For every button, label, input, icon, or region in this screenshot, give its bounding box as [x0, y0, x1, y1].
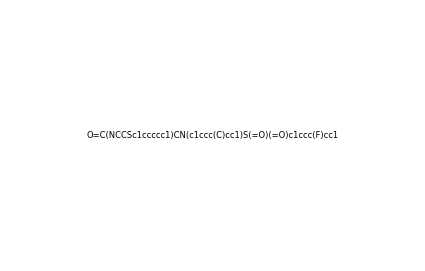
- Text: O=C(NCCSc1ccccc1)CN(c1ccc(C)cc1)S(=O)(=O)c1ccc(F)cc1: O=C(NCCSc1ccccc1)CN(c1ccc(C)cc1)S(=O)(=O…: [86, 131, 339, 140]
